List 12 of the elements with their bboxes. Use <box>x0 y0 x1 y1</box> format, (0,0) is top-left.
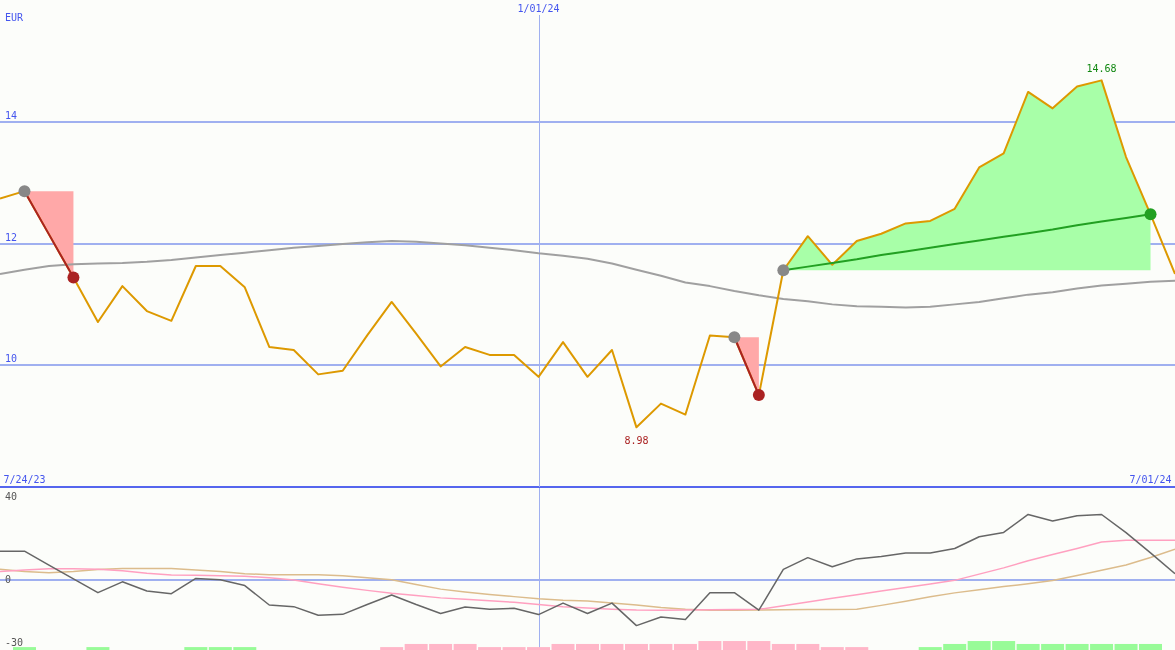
y-tick-label: 0 <box>5 573 12 585</box>
x-tick-label: 1/01/24 <box>517 3 560 14</box>
data-label: 8.98 <box>624 435 649 447</box>
y-tick-label: 40 <box>5 490 18 502</box>
y-tick-label: -30 <box>5 636 24 648</box>
y-tick-label: 12 <box>5 231 18 243</box>
x-tick-label: 7/01/24 <box>1129 474 1172 485</box>
x-tick-label: 7/24/23 <box>3 474 46 485</box>
y-tick-label: 10 <box>5 353 18 365</box>
y-axis-title: EUR <box>5 12 25 23</box>
y-tick-label: 14 <box>5 109 18 121</box>
data-label: 14.68 <box>1086 63 1117 75</box>
